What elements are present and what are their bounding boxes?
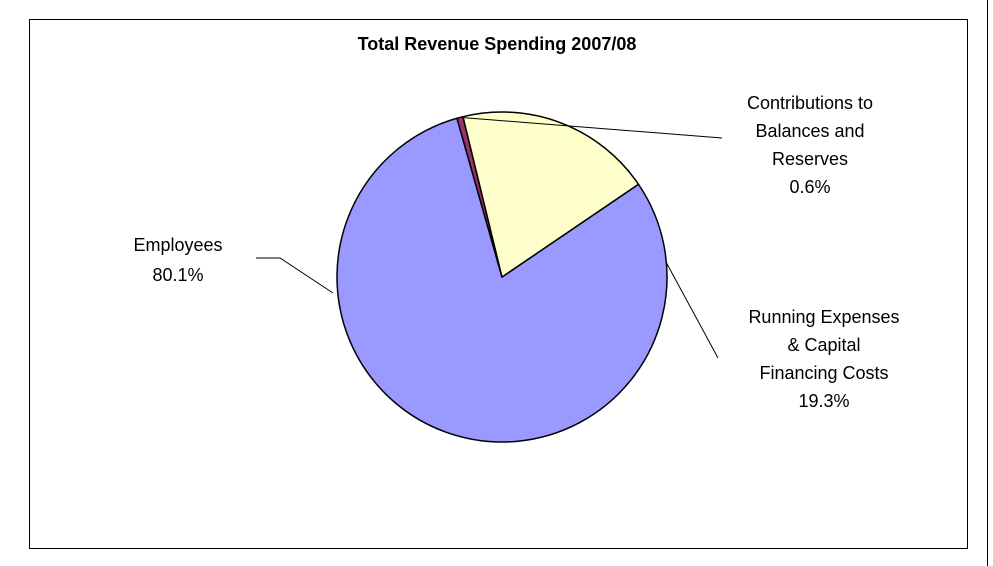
- leader-lines: [256, 116, 723, 359]
- label-employees-value: 80.1%: [152, 265, 203, 285]
- pie-slice-running-expenses-capital-financing-costs: [462, 111, 640, 278]
- label-contributions-line-1: Contributions to: [747, 93, 873, 113]
- label-running-line-3: Financing Costs: [759, 363, 888, 383]
- leader-line-contributions: [459, 116, 723, 139]
- label-contributions-line-2: Balances and: [755, 121, 864, 141]
- label-employees: Employees 80.1%: [133, 235, 222, 285]
- label-running-line-2: & Capital: [787, 335, 860, 355]
- label-running-value: 19.3%: [798, 391, 849, 411]
- page-edge-rule: [987, 0, 988, 566]
- label-contributions-value: 0.6%: [789, 177, 830, 197]
- label-employees-line-1: Employees: [133, 235, 222, 255]
- leader-line-running: [665, 261, 719, 359]
- label-running: Running Expenses & Capital Financing Cos…: [748, 307, 899, 411]
- pie-slice-employees: [336, 117, 668, 443]
- label-contributions: Contributions to Balances and Reserves 0…: [747, 93, 873, 197]
- pie-slices: [336, 111, 668, 443]
- leader-line-employees: [256, 257, 334, 294]
- chart-title: Total Revenue Spending 2007/08: [358, 34, 637, 54]
- label-running-line-1: Running Expenses: [748, 307, 899, 327]
- label-contributions-line-3: Reserves: [772, 149, 848, 169]
